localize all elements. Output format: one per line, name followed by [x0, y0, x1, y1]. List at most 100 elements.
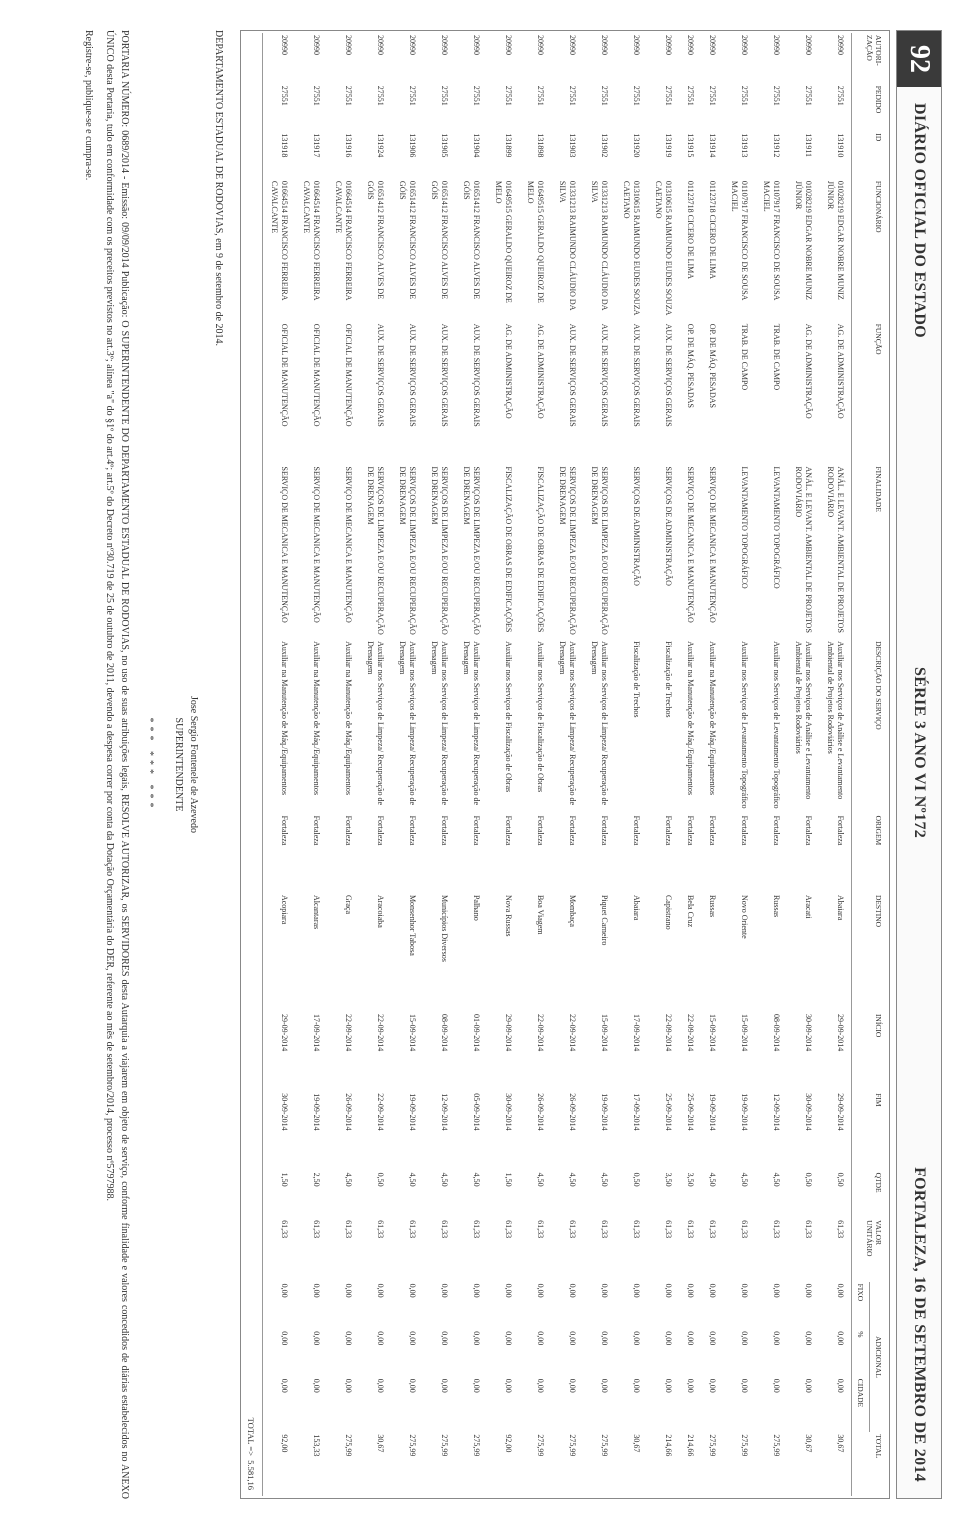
col-pct: % — [852, 1329, 870, 1377]
cell-pct: 0,00 — [679, 1329, 701, 1377]
cell-qtd: 4,50 — [455, 1171, 487, 1219]
cell-qtd: 2,50 — [295, 1171, 327, 1219]
cell-val: 61,33 — [487, 1218, 519, 1281]
cell-tot: 275,99 — [455, 1432, 487, 1496]
cell-desc: Auxiliar na Manutenção de Máq./Equipamen… — [701, 639, 723, 814]
cell-ini: 22-09-2014 — [519, 1012, 551, 1091]
col-funcionario: FUNCIONÁRIO — [852, 179, 888, 322]
cell-cid: 0,00 — [701, 1377, 723, 1433]
cell-qtd: 0,50 — [787, 1171, 819, 1219]
cell-ini: 15-09-2014 — [723, 1012, 755, 1091]
cell-id: 131914 — [701, 131, 723, 179]
cell-desc: Auxiliar nos Serviços de Limpeza/ Recupe… — [551, 639, 583, 814]
cell-ini: 01-09-2014 — [455, 1012, 487, 1091]
cell-ini: 15-09-2014 — [701, 1012, 723, 1091]
cell-ped: 27551 — [295, 84, 327, 132]
cell-val: 61,33 — [723, 1218, 755, 1281]
cell-fin: SERVIÇOS DE LIMPEZA E/OU RECUPERAÇÃO DE … — [455, 465, 487, 640]
cell-id: 131905 — [423, 131, 455, 179]
cell-val: 61,33 — [819, 1218, 852, 1281]
cell-orig: Fortaleza — [327, 814, 359, 893]
cell-val: 61,33 — [787, 1218, 819, 1281]
cell-desc: Fiscalização de Trechos — [647, 639, 679, 814]
cell-tot: 275,99 — [583, 1432, 615, 1496]
cell-ped: 27551 — [263, 84, 296, 132]
cell-fix: 0,00 — [723, 1282, 755, 1330]
cell-qtd: 3,50 — [647, 1171, 679, 1219]
cell-aut: 20990 — [263, 33, 296, 84]
cell-ini: 08-09-2014 — [423, 1012, 455, 1091]
cell-orig: Fortaleza — [519, 814, 551, 893]
cell-cargo: OFICIAL DE MANUTENÇÃO — [263, 322, 296, 465]
cell-fim: 05-09-2014 — [455, 1091, 487, 1170]
cell-aut: 20990 — [391, 33, 423, 84]
cell-fin: SERVIÇO DE MECANICA E MANUTENÇÃO — [327, 465, 359, 640]
cell-aut: 20990 — [551, 33, 583, 84]
cell-val: 61,33 — [295, 1218, 327, 1281]
cell-id: 131904 — [455, 131, 487, 179]
cell-tot: 30,67 — [787, 1432, 819, 1496]
cell-val: 61,33 — [391, 1218, 423, 1281]
cell-aut: 20990 — [647, 33, 679, 84]
cell-fim: 19-09-2014 — [583, 1091, 615, 1170]
cell-func: 01331213 RAIMUNDO CLÁUDIO DA SILVA — [551, 179, 583, 322]
page-header: 92 DIÁRIO OFICIAL DO ESTADO SÉRIE 3 ANO … — [896, 30, 942, 1499]
cell-qtd: 4,50 — [519, 1171, 551, 1219]
cell-ped: 27551 — [391, 84, 423, 132]
cell-qtd: 4,50 — [755, 1171, 787, 1219]
stars-divider: *** *** *** — [142, 30, 157, 1499]
cell-orig: Fortaleza — [701, 814, 723, 893]
cell-dest: Abaiara — [819, 893, 852, 1012]
col-inicio: INÍCIO — [852, 1012, 888, 1091]
cell-fin: SERVIÇOS DE LIMPEZA E/OU RECUPERAÇÃO DE … — [359, 465, 391, 640]
table-row: 209902755113190201331213 RAIMUNDO CLÁUDI… — [583, 33, 615, 1496]
cell-fix: 0,00 — [455, 1282, 487, 1330]
cell-orig: Fortaleza — [295, 814, 327, 893]
cell-func: 01331213 RAIMUNDO CLÁUDIO DA SILVA — [583, 179, 615, 322]
header-series: SÉRIE 3 ANO VI Nº172 — [910, 667, 928, 838]
cell-qtd: 4,50 — [327, 1171, 359, 1219]
cell-tot: 30,67 — [819, 1432, 852, 1496]
cell-ini: 17-09-2014 — [615, 1012, 647, 1091]
cell-cargo: OP. DE MÁQ. PESADAS — [701, 322, 723, 465]
cell-orig: Fortaleza — [391, 814, 423, 893]
cell-func: 01123718 CICERO DE LIMA — [679, 179, 701, 322]
cell-desc: Auxiliar nos Serviços de Fiscalização de… — [519, 639, 551, 814]
cell-fix: 0,00 — [391, 1282, 423, 1330]
cell-desc: Auxiliar na Manutenção de Máq./Equipamen… — [295, 639, 327, 814]
cell-cargo: TRAB. DE CAMPO — [755, 322, 787, 465]
cell-orig: Fortaleza — [423, 814, 455, 893]
cell-id: 131920 — [615, 131, 647, 179]
cell-dest: Novo Oriente — [723, 893, 755, 1012]
cell-fin: SERVIÇOS DE ADMINISTRAÇÃO — [647, 465, 679, 640]
cell-orig: Fortaleza — [755, 814, 787, 893]
cell-cid: 0,00 — [723, 1377, 755, 1433]
cell-dest: Abaiara — [615, 893, 647, 1012]
diarias-table: AUTORI- ZAÇÃO PEDIDO ID FUNCIONÁRIO FUNÇ… — [243, 33, 887, 1496]
cell-id: 131912 — [755, 131, 787, 179]
cell-id: 131924 — [359, 131, 391, 179]
cell-cid: 0,00 — [819, 1377, 852, 1433]
cell-pct: 0,00 — [455, 1329, 487, 1377]
cell-desc: Auxiliar nos Serviços de Limpeza/ Recupe… — [359, 639, 391, 814]
table-row: 209902755113191901310615 RAIMUNDO EUDES … — [647, 33, 679, 1496]
cell-fix: 0,00 — [487, 1282, 519, 1330]
cell-val: 61,33 — [423, 1218, 455, 1281]
table-row: 209902755113191501123718 CICERO DE LIMAO… — [679, 33, 701, 1496]
cell-fim: 19-09-2014 — [295, 1091, 327, 1170]
cell-desc: Fiscalização de Trechos — [615, 639, 647, 814]
cell-qtd: 1,50 — [263, 1171, 296, 1219]
cell-pct: 0,00 — [701, 1329, 723, 1377]
cell-func: 01664514 FRANCISCO FERREIRA CAVALCANTE — [263, 179, 296, 322]
cell-ped: 27551 — [551, 84, 583, 132]
cell-dest: Monsenhor Tabosa — [391, 893, 423, 1012]
cell-fim: 12-09-2014 — [423, 1091, 455, 1170]
cell-fim: 19-09-2014 — [391, 1091, 423, 1170]
table-row: 209902755113191601664514 FRANCISCO FERRE… — [327, 33, 359, 1496]
cell-dest: Alcantaras — [295, 893, 327, 1012]
cell-dest: Capistrano — [647, 893, 679, 1012]
cell-fim: 26-09-2014 — [551, 1091, 583, 1170]
cell-fix: 0,00 — [359, 1282, 391, 1330]
cell-fim: 25-09-2014 — [647, 1091, 679, 1170]
cell-desc: Auxiliar na Manutenção de Máq./Equipamen… — [679, 639, 701, 814]
